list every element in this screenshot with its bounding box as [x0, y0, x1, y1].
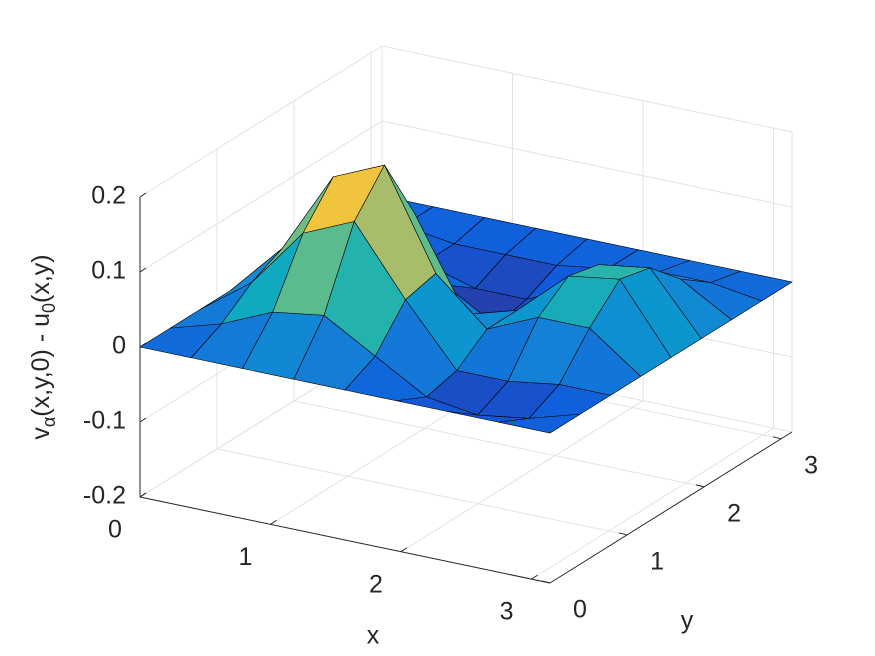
z-tick-label: 0.2: [91, 182, 126, 210]
z-label-part: v: [27, 427, 55, 440]
z-tick-label: -0.1: [83, 407, 126, 435]
x-tick-label: 3: [500, 598, 514, 626]
z-tick-label: 0: [112, 332, 126, 360]
x-tick: [270, 519, 277, 525]
grid-line: [400, 400, 644, 553]
x-tick: [400, 547, 408, 553]
y-axis-line: [549, 431, 793, 584]
y-tick: [772, 436, 782, 440]
x-tick-label: 0: [108, 516, 122, 544]
grid-line: [293, 400, 705, 488]
z-label-subscript: 0: [39, 303, 59, 313]
z-label-part: (x,y): [27, 254, 55, 303]
x-axis-label: x: [367, 622, 380, 650]
y-axis-label: y: [681, 607, 694, 635]
grid-line: [531, 427, 774, 580]
x-axis-line: [139, 496, 551, 584]
z-tick: [139, 192, 147, 198]
y-tick-label: 3: [804, 451, 818, 479]
grid-line: [381, 120, 793, 208]
y-tick: [695, 484, 705, 488]
x-tick-label: 1: [239, 543, 253, 571]
z-tick: [139, 492, 147, 498]
z-axis-label: vα(x,y,0) - u0(x,y): [27, 254, 59, 439]
y-tick: [618, 532, 628, 536]
grid-line: [139, 45, 383, 198]
z-tick-label: 0.1: [91, 257, 126, 285]
surface: [139, 164, 793, 434]
y-tick-label: 1: [650, 548, 664, 576]
z-tick: [139, 267, 147, 273]
x-tick-label: 2: [369, 570, 383, 598]
x-tick: [531, 574, 538, 580]
y-tick: [541, 580, 551, 584]
plot-area: 0 1 2 3 0 1 2 3 -0.2 -0.1 0 0.1 0.2: [83, 45, 818, 626]
y-tick-label: 0: [573, 596, 587, 624]
y-tick-label: 2: [727, 499, 741, 527]
grid-line: [381, 45, 793, 133]
z-label-part: (x,y,0) - u: [27, 313, 55, 417]
z-tick-label: -0.2: [83, 482, 126, 510]
grid-line: [139, 120, 383, 273]
z-tick: [139, 417, 147, 423]
surface-patch: [498, 413, 581, 434]
z-label-subscript: α: [39, 417, 59, 427]
grid-line: [216, 448, 628, 536]
